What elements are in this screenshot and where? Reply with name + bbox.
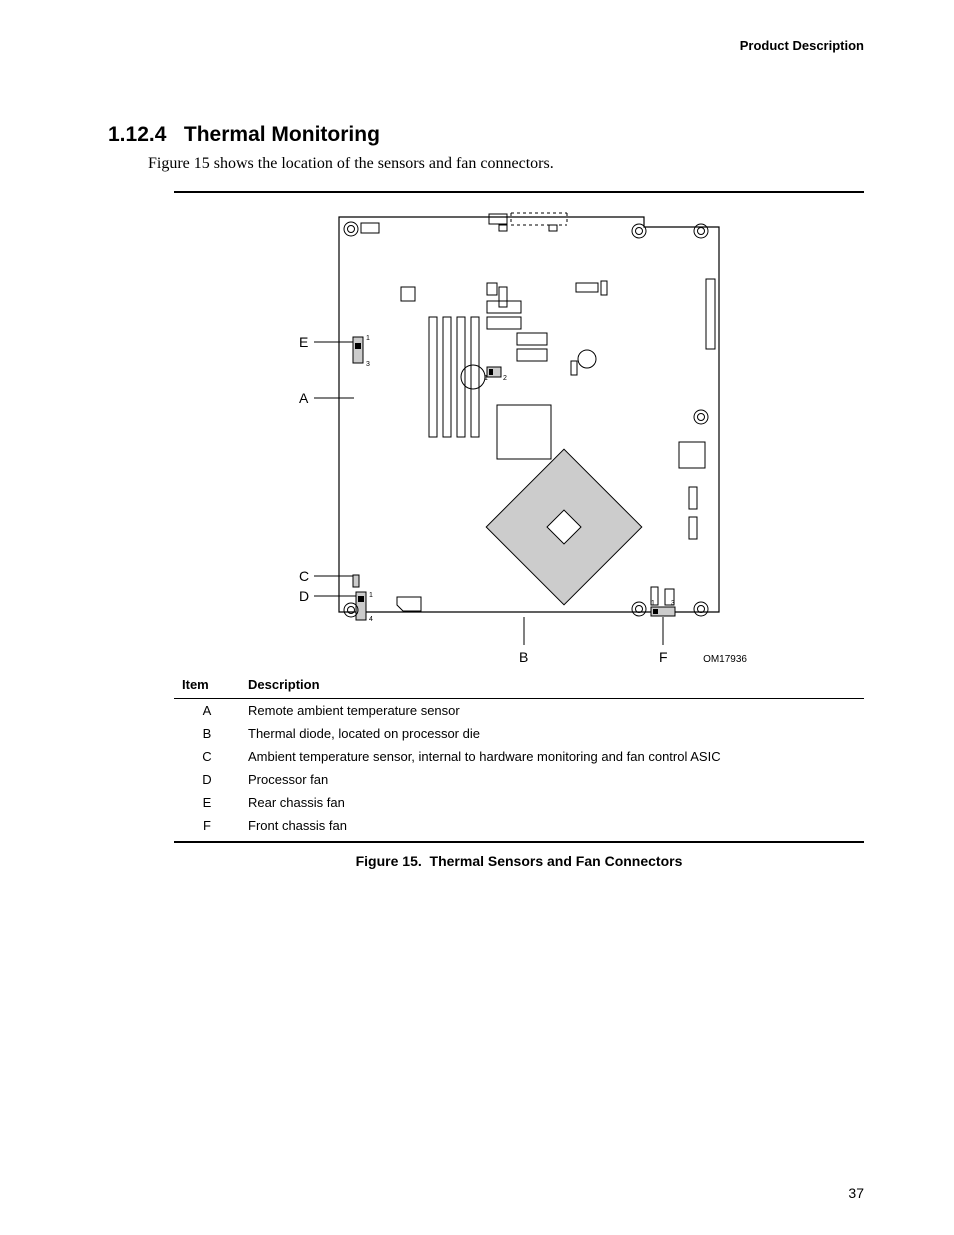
fan-header-d: 1 4 xyxy=(356,592,373,623)
screw-icon xyxy=(632,224,646,238)
legend-bottom-rule xyxy=(174,841,864,843)
board-diagram: E A C D xyxy=(239,207,799,667)
table-row: BThermal diode, located on processor die xyxy=(174,722,864,745)
svg-text:4: 4 xyxy=(369,616,373,623)
figure-caption: Figure 15. Thermal Sensors and Fan Conne… xyxy=(174,853,864,869)
processor-die xyxy=(486,449,642,605)
screw-icon xyxy=(694,224,708,238)
svg-text:2: 2 xyxy=(503,375,507,382)
table-row: FFront chassis fan xyxy=(174,814,864,841)
svg-text:3: 3 xyxy=(671,600,675,607)
screw-icon xyxy=(694,602,708,616)
sensor-a-header: 1 2 xyxy=(461,365,507,389)
legend-col-desc: Description xyxy=(240,673,864,699)
page-number: 37 xyxy=(848,1185,864,1201)
svg-text:1: 1 xyxy=(369,592,373,599)
sensor-c xyxy=(353,575,359,587)
fan-header-e: 1 3 xyxy=(353,335,370,368)
board-body: 1 3 1 2 xyxy=(339,213,719,623)
figure-om-code: OM17936 xyxy=(703,654,747,665)
legend-table: Item Description ARemote ambient tempera… xyxy=(174,673,864,841)
screw-icon xyxy=(694,410,708,424)
legend-col-item: Item xyxy=(174,673,240,699)
callout-d: D xyxy=(299,588,309,604)
svg-text:1: 1 xyxy=(366,335,370,342)
fan-header-f: 1 3 xyxy=(651,600,675,616)
table-row: ERear chassis fan xyxy=(174,791,864,814)
section-intro: Figure 15 shows the location of the sens… xyxy=(148,155,864,173)
screw-icon xyxy=(632,602,646,616)
screw-icon xyxy=(344,222,358,236)
svg-text:1: 1 xyxy=(651,600,655,607)
table-row: DProcessor fan xyxy=(174,768,864,791)
page: Product Description 1.12.4 Thermal Monit… xyxy=(0,0,954,1235)
svg-text:1: 1 xyxy=(484,375,488,382)
callout-a: A xyxy=(299,390,309,406)
svg-text:3: 3 xyxy=(366,361,370,368)
running-header: Product Description xyxy=(108,38,864,53)
section-title: Thermal Monitoring xyxy=(184,123,380,146)
callout-e: E xyxy=(299,334,308,350)
section-number: 1.12.4 xyxy=(108,123,166,146)
callout-c: C xyxy=(299,568,309,584)
table-row: ARemote ambient temperature sensor xyxy=(174,699,864,723)
table-row: CAmbient temperature sensor, internal to… xyxy=(174,745,864,768)
section-heading: 1.12.4 Thermal Monitoring xyxy=(108,123,864,147)
figure-block: E A C D xyxy=(174,191,864,869)
callout-b: B xyxy=(519,649,528,665)
callout-f: F xyxy=(659,649,668,665)
